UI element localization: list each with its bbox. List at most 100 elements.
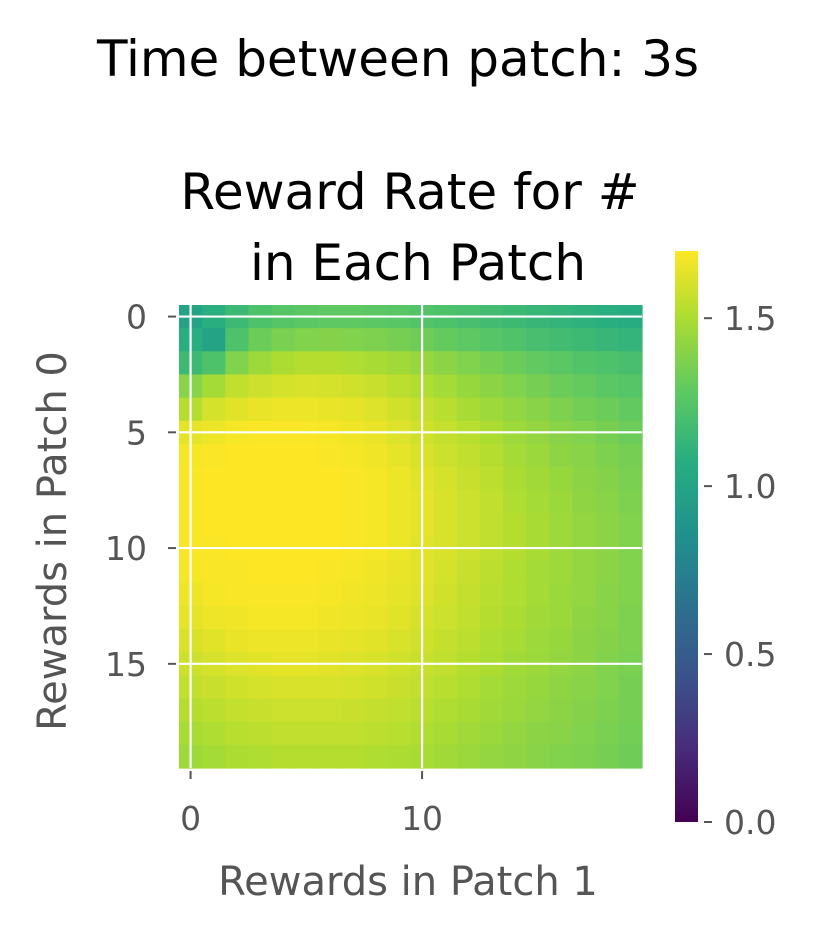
heatmap-cell: [387, 328, 412, 352]
heatmap-cell: [595, 467, 620, 491]
heatmap-cell: [294, 698, 319, 723]
heatmap-cell: [479, 351, 504, 376]
heatmap-cell: [387, 443, 412, 468]
heatmap-cell: [341, 698, 365, 723]
heatmap-cell: [317, 513, 342, 538]
x-tick-label: 0: [180, 799, 201, 838]
heatmap-cell: [595, 443, 620, 468]
heatmap-cell: [294, 374, 319, 399]
heatmap-cell: [317, 351, 342, 376]
heatmap-cell: [225, 605, 250, 630]
heatmap-cell: [549, 513, 574, 538]
heatmap-cell: [572, 374, 597, 399]
heatmap-cell: [317, 744, 342, 769]
heatmap-cell: [225, 513, 250, 538]
heatmap-cell: [364, 490, 388, 514]
heatmap-cell: [503, 629, 527, 653]
heatmap-cell: [503, 328, 527, 352]
heatmap-cell: [341, 490, 365, 514]
heatmap-cell: [433, 698, 458, 723]
heatmap-cell: [271, 467, 296, 491]
heatmap-cell: [248, 443, 273, 468]
heatmap-cell: [433, 629, 458, 653]
heatmap-cell: [503, 605, 527, 630]
heatmap-cell: [549, 582, 574, 607]
heatmap-cell: [618, 374, 643, 399]
heatmap-cell: [595, 582, 620, 607]
heatmap-cell: [248, 397, 273, 422]
heatmap-cell: [341, 443, 365, 468]
heatmap-cell: [595, 698, 620, 723]
heatmap-cell: [364, 467, 388, 491]
heatmap-cell: [549, 374, 574, 399]
heatmap-cell: [456, 675, 481, 700]
heatmap-cell: [456, 443, 481, 468]
heatmap-cell: [202, 490, 226, 514]
heatmap-cell: [479, 559, 504, 584]
heatmap-cell: [202, 374, 226, 399]
heatmap-cell: [549, 490, 574, 514]
heatmap-cell: [503, 721, 527, 746]
heatmap-cell: [456, 559, 481, 584]
heatmap-cell: [294, 721, 319, 746]
heatmap-cell: [479, 721, 504, 746]
heatmap-cell: [526, 397, 550, 422]
heatmap-cell: [248, 559, 273, 584]
heatmap-cell: [248, 744, 273, 769]
y-axis-ticks: 0 5 10 15: [105, 298, 176, 684]
heatmap-cell: [387, 490, 412, 514]
heatmap-cell: [317, 374, 342, 399]
heatmap-cell: [271, 351, 296, 376]
heatmap-cell: [341, 513, 365, 538]
heatmap-cell: [479, 374, 504, 399]
heatmap-cell: [595, 490, 620, 514]
heatmap-cell: [202, 721, 226, 746]
figure-suptitle: Time between patch: 3s: [96, 30, 699, 88]
heatmap-cell: [433, 328, 458, 352]
heatmap-cell: [618, 351, 643, 376]
heatmap-cell: [248, 513, 273, 538]
heatmap-cell: [225, 559, 250, 584]
heatmap-cell: [202, 698, 226, 723]
heatmap-cell: [433, 582, 458, 607]
heatmap-cell: [433, 513, 458, 538]
x-axis-label: Rewards in Patch 1: [218, 859, 598, 905]
heatmap-cell: [271, 675, 296, 700]
heatmap-cell: [271, 629, 296, 653]
heatmap-cell: [271, 513, 296, 538]
heatmap-cell: [294, 744, 319, 769]
heatmap-cell: [271, 744, 296, 769]
heatmap-cell: [572, 328, 597, 352]
heatmap-cell: [503, 443, 527, 468]
heatmap-cell: [572, 698, 597, 723]
heatmap-cell: [433, 443, 458, 468]
heatmap-cell: [549, 675, 574, 700]
heatmap-cell: [456, 629, 481, 653]
heatmap-cell: [364, 351, 388, 376]
heatmap-cell: [294, 629, 319, 653]
heatmap-cell: [248, 675, 273, 700]
heatmap-cell: [456, 744, 481, 769]
heatmap-cell: [387, 467, 412, 491]
y-tick-label: 10: [105, 529, 147, 568]
heatmap-cell: [317, 605, 342, 630]
heatmap-cell: [294, 675, 319, 700]
heatmap-cell: [503, 744, 527, 769]
heatmap-cell: [225, 351, 250, 376]
heatmap-cell: [271, 605, 296, 630]
heatmap-cell: [595, 629, 620, 653]
heatmap-cell: [503, 513, 527, 538]
heatmap-cell: [248, 374, 273, 399]
heatmap-cell: [572, 443, 597, 468]
heatmap-cell: [549, 467, 574, 491]
heatmap-cell: [294, 351, 319, 376]
heatmap-cells: [179, 305, 643, 769]
heatmap-cell: [341, 605, 365, 630]
heatmap-cell: [225, 490, 250, 514]
heatmap-cell: [618, 698, 643, 723]
heatmap-cell: [433, 675, 458, 700]
heatmap-cell: [294, 513, 319, 538]
heatmap-cell: [317, 397, 342, 422]
heatmap-cell: [225, 675, 250, 700]
